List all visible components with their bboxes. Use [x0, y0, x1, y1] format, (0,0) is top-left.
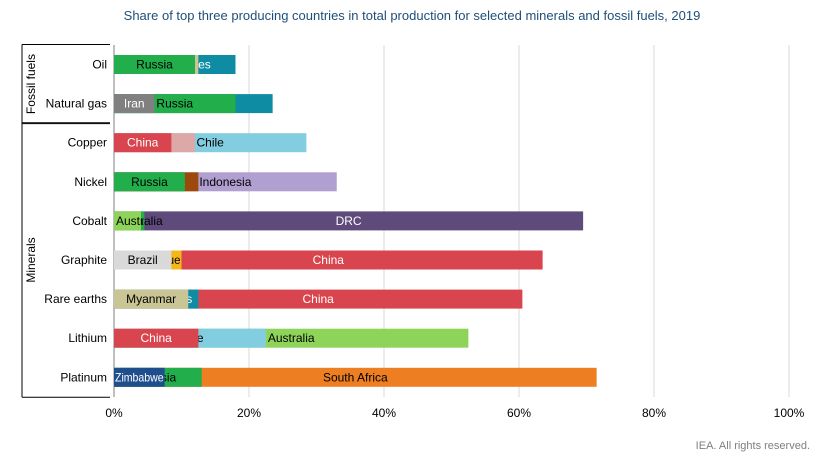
- bar-segment-label: China: [303, 292, 335, 306]
- bar-segment-label: South Africa: [323, 370, 388, 384]
- category-label: Nickel: [74, 175, 107, 189]
- bar-segment-label: Brazil: [128, 253, 158, 267]
- category-label: Graphite: [61, 253, 107, 267]
- bar-segment: [114, 367, 597, 387]
- bar-segment-label: Iran: [124, 97, 145, 111]
- bar-segment-label: China: [127, 136, 159, 150]
- bar-segment-label: China: [141, 331, 173, 345]
- category-label: Oil: [92, 58, 107, 72]
- bar-segment-label: Indonesia: [199, 175, 251, 189]
- chart-title: Share of top three producing countries i…: [123, 8, 701, 23]
- category-label: Rare earths: [44, 292, 107, 306]
- bar-segment: [114, 250, 543, 270]
- x-tick-label: 0%: [105, 406, 123, 420]
- category-label: Copper: [68, 136, 107, 150]
- x-tick-label: 80%: [642, 406, 666, 420]
- category-label: Natural gas: [46, 97, 107, 111]
- category-label: Cobalt: [72, 214, 107, 228]
- bar-segment: [114, 94, 155, 114]
- category-label: Lithium: [68, 331, 107, 345]
- bar-segment-label: Australia: [268, 331, 315, 345]
- x-tick-label: 40%: [372, 406, 396, 420]
- bar-segment: [114, 211, 141, 231]
- bar-segment: [114, 172, 185, 192]
- bar-segment-label: DRC: [336, 214, 362, 228]
- bar-segment: [114, 367, 165, 387]
- group-label: Minerals: [24, 237, 38, 282]
- bar-segment-label: China: [313, 253, 345, 267]
- x-tick-label: 60%: [507, 406, 531, 420]
- x-tick-label: 20%: [237, 406, 261, 420]
- bar-segment: [114, 55, 195, 74]
- bar-segment-label: Russia: [156, 97, 193, 111]
- bar-segment: [114, 289, 523, 309]
- bar-segment: [114, 250, 172, 270]
- bar-segment: [114, 328, 199, 348]
- bar-segment-label: Zimbabwe: [115, 370, 164, 384]
- bar-segment-label: Myanmar: [126, 292, 176, 306]
- bar-segment: [114, 289, 189, 309]
- bar-segment: [114, 211, 584, 231]
- copyright-note: IEA. All rights reserved.: [695, 440, 810, 452]
- bar-segment-label: Russia: [131, 175, 168, 189]
- group-label: Fossil fuels: [24, 54, 38, 114]
- bar-segment-label: Chile: [197, 136, 225, 150]
- bar-segment: [114, 133, 172, 153]
- bar-segment-label: Australia: [116, 214, 163, 228]
- category-label: Platinum: [60, 370, 107, 384]
- x-tick-label: 100%: [774, 406, 805, 420]
- bar-segment-label: Russia: [136, 58, 173, 72]
